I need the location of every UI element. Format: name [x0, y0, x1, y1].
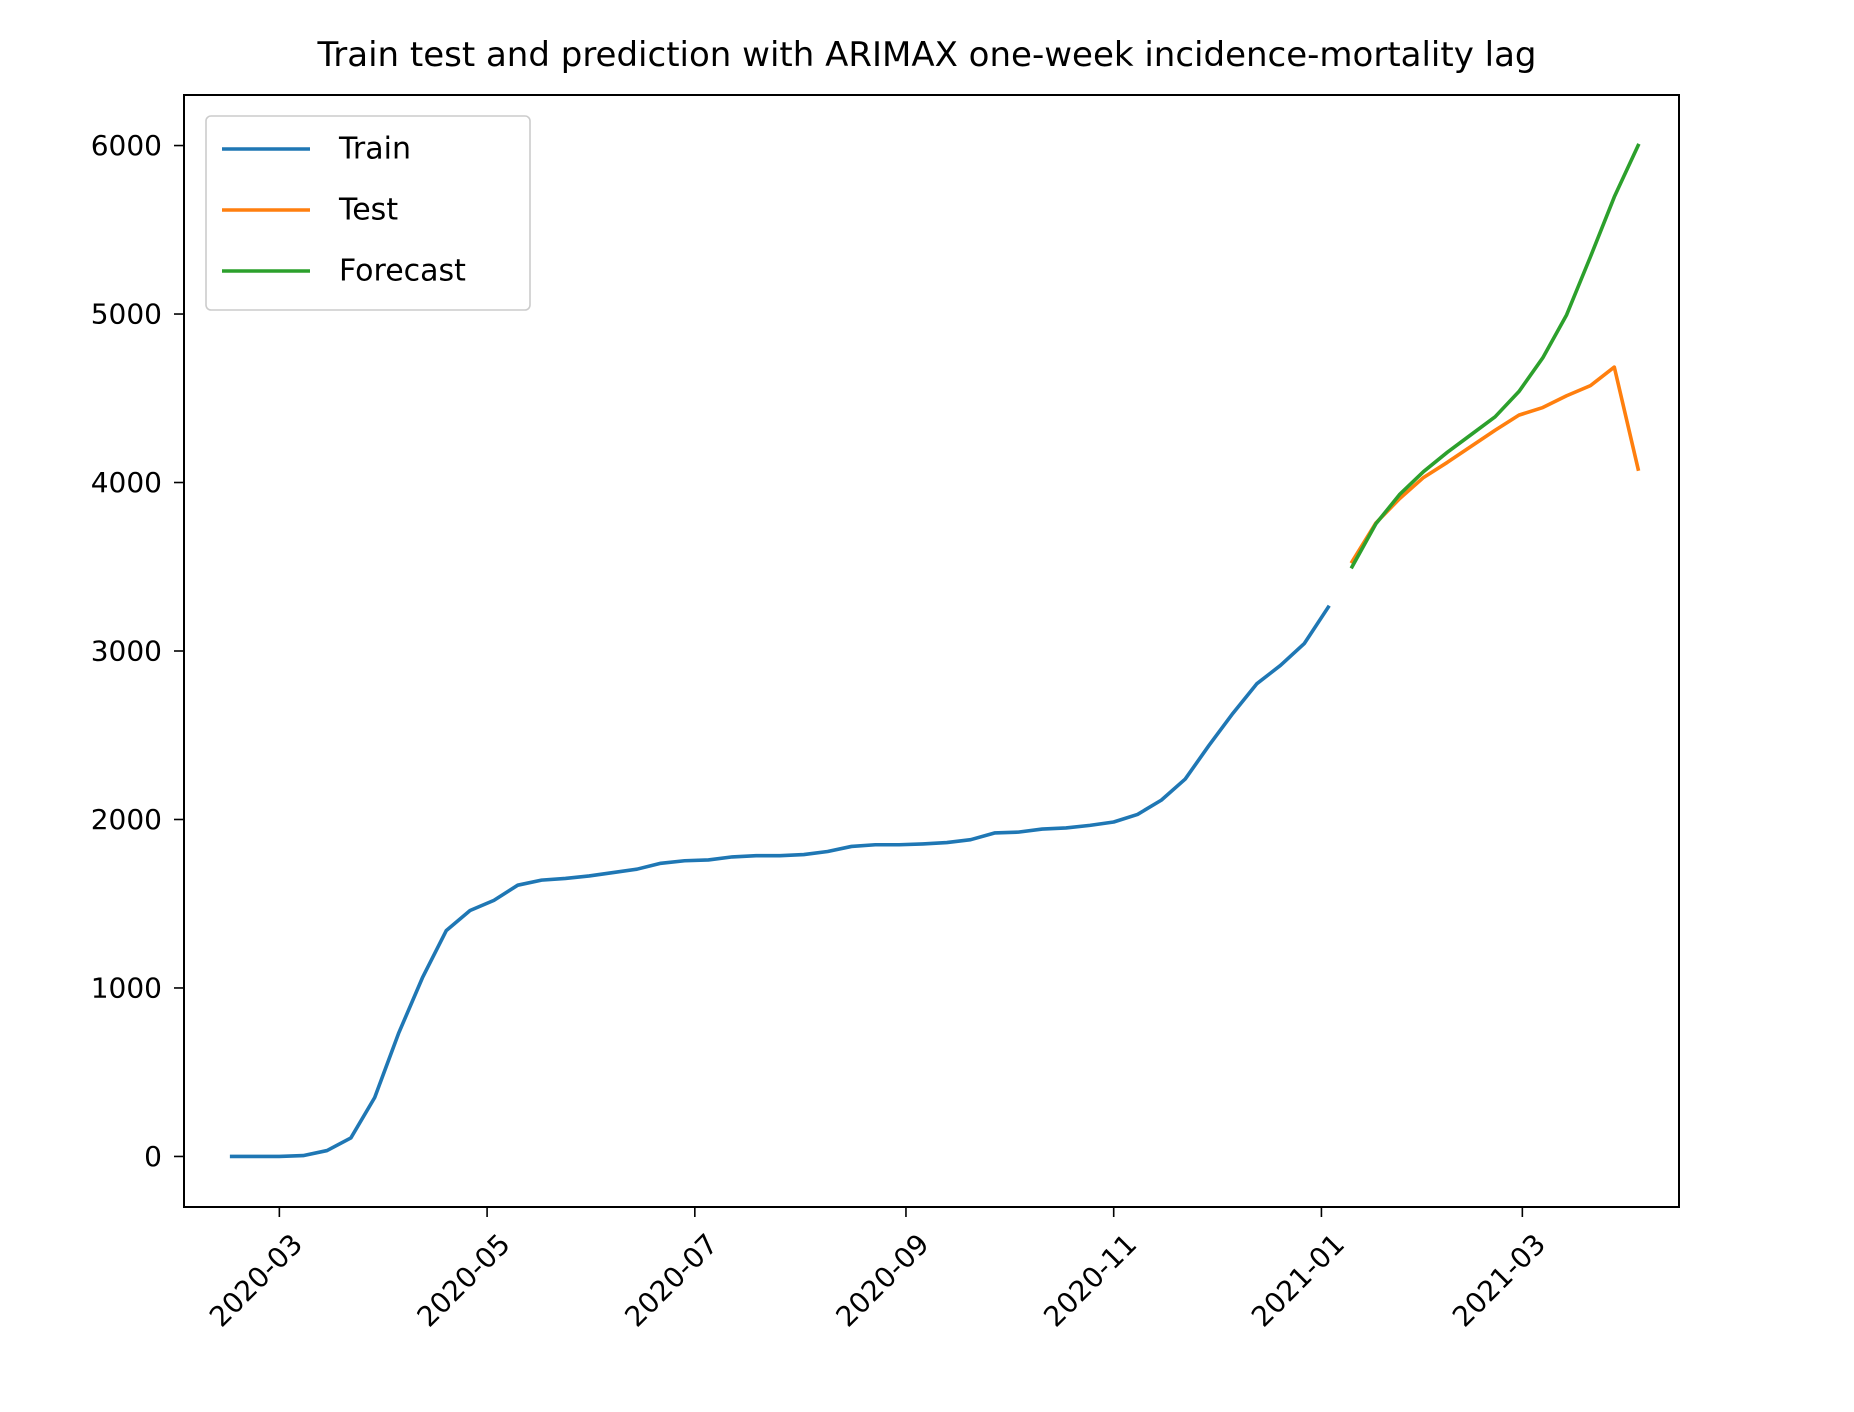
x-axis: 2020-03 2020-05 2020-07 2020-09 2020-11 2021-…	[203, 1207, 1552, 1333]
x-tick-label: 2021-03	[1446, 1227, 1552, 1333]
x-tick-label: 2021-01	[1245, 1227, 1351, 1333]
x-tick-label: 2020-09	[830, 1227, 936, 1333]
legend: Train Test Forecast	[205, 115, 531, 311]
legend-box	[205, 115, 531, 311]
legend-label-train: Train	[338, 132, 411, 167]
series-layer	[229, 143, 1641, 1159]
y-tick-label: 6000	[91, 129, 162, 162]
series-line-train	[229, 604, 1331, 1159]
x-tick-label: 2020-11	[1037, 1227, 1143, 1333]
y-tick-label: 3000	[91, 635, 162, 668]
legend-label-test: Test	[338, 193, 398, 228]
y-tick-label: 2000	[91, 803, 162, 836]
y-tick-label: 1000	[91, 971, 162, 1004]
chart-title: Train test and prediction with ARIMAX on…	[316, 35, 1536, 75]
y-tick-label: 4000	[91, 466, 162, 499]
legend-label-forecast: Forecast	[339, 254, 466, 289]
x-tick-label: 2020-05	[411, 1227, 517, 1333]
y-tick-label: 0	[144, 1140, 162, 1173]
y-axis: 0 1000 2000 3000 4000 5000 6000	[91, 129, 184, 1173]
y-tick-label: 5000	[91, 298, 162, 331]
x-tick-label: 2020-07	[618, 1227, 724, 1333]
x-tick-label: 2020-03	[203, 1227, 309, 1333]
series-line-test	[1349, 365, 1641, 565]
